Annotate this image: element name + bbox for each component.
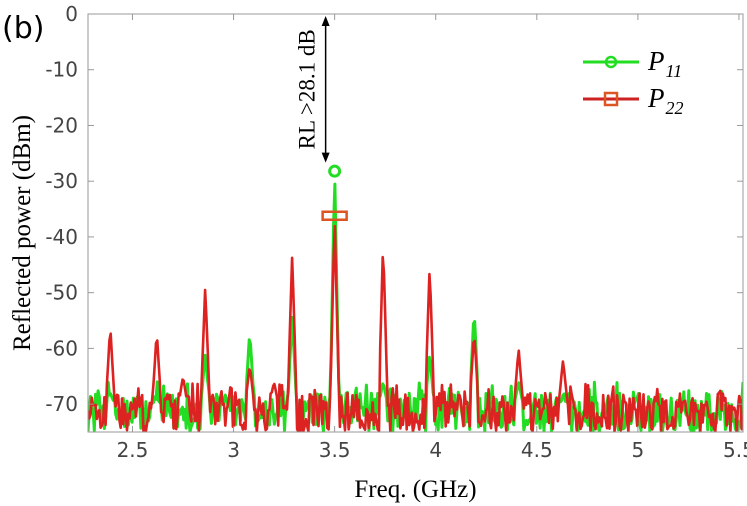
y-tick-label: -70	[45, 392, 78, 416]
x-tick-label: 3	[227, 438, 240, 462]
axes-frame	[87, 13, 744, 433]
series-line-p22	[88, 224, 743, 432]
legend-marker-square	[603, 91, 619, 107]
rl-arrow-head-top	[321, 16, 330, 26]
rl-arrow-head-bottom	[321, 152, 330, 163]
y-tick-label: -10	[45, 58, 78, 82]
plot-area: 2.5 3 3.5 4 4.5 5 5.5 0 -10 -20 -30 -40 -50 -60 -70	[45, 2, 747, 462]
legend-p22-subscript: 22	[666, 98, 684, 118]
rl-annotation-text: RL >28.1 dB	[295, 29, 320, 149]
x-tick-label: 4	[429, 438, 442, 462]
legend-p22-name: P	[647, 83, 665, 113]
legend-entry-p11: P11	[583, 46, 682, 81]
legend-entry-p22: P22	[583, 83, 684, 118]
rl-annotation: RL >28.1 dB	[295, 16, 330, 163]
y-tick-label: -50	[45, 281, 78, 305]
x-tick-label: 4.5	[521, 438, 553, 462]
ticks-layer: 2.5 3 3.5 4 4.5 5 5.5 0 -10 -20 -30 -40 -50 -60 -70	[45, 2, 747, 462]
panel-label: (b)	[2, 11, 44, 46]
legend-p11-subscript: 11	[666, 61, 683, 81]
legend-label-p11: P11	[647, 46, 682, 81]
y-tick-label: -20	[45, 113, 78, 137]
series-layer	[88, 164, 743, 432]
y-tick-label: -40	[45, 225, 78, 249]
legend: P11 P22	[583, 46, 684, 118]
marker-square-p22	[321, 210, 348, 222]
y-axis-label: Reflected power (dBm)	[9, 115, 36, 351]
legend-marker-circle	[604, 55, 618, 69]
x-tick-label: 3.5	[319, 438, 351, 462]
x-tick-label: 5.5	[723, 438, 747, 462]
legend-label-p22: P22	[647, 83, 684, 118]
marker-circle-p11	[328, 164, 342, 178]
y-tick-label: -30	[45, 169, 78, 193]
y-tick-label: 0	[65, 2, 78, 26]
y-tick-label: -60	[45, 336, 78, 360]
x-axis-label: Freq. (GHz)	[354, 476, 476, 503]
x-tick-label: 5	[632, 438, 645, 462]
x-tick-label: 2.5	[117, 438, 149, 462]
legend-p11-name: P	[647, 46, 665, 76]
